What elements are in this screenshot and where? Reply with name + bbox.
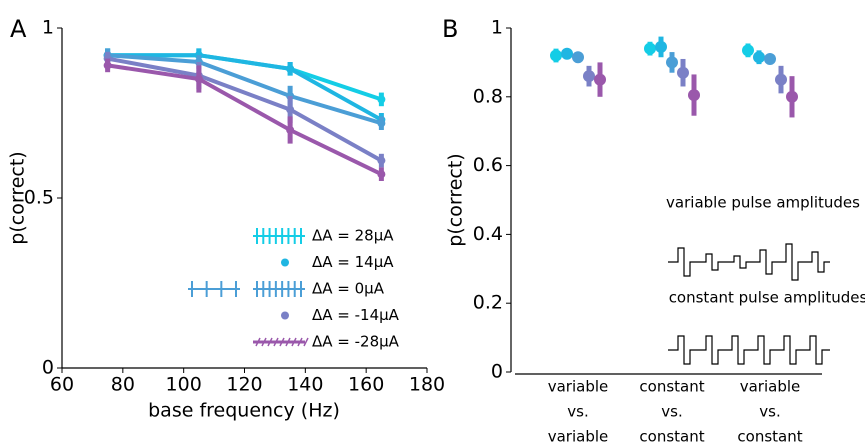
y-tick-label: 0.4 — [473, 223, 503, 245]
point — [666, 56, 678, 69]
point — [286, 64, 295, 73]
x-tick-label: constant — [639, 428, 704, 446]
point — [753, 51, 765, 64]
y-tick-label: 0.5 — [24, 187, 54, 209]
legend-icon — [261, 337, 267, 347]
x-tick-label: 80 — [111, 374, 135, 396]
point — [561, 47, 573, 60]
waveform — [668, 335, 830, 365]
point — [742, 44, 754, 57]
x-tick-label: 120 — [226, 374, 262, 396]
y-tick-label: 0.2 — [473, 292, 503, 314]
legend-icon — [303, 337, 309, 347]
legend-label: ΔA = -28μA — [312, 333, 400, 351]
point — [377, 156, 386, 165]
point — [644, 42, 656, 55]
point — [688, 89, 700, 102]
series-line — [107, 53, 382, 126]
x-tick-label: constant — [639, 378, 704, 396]
legend-icon — [279, 337, 285, 347]
legend-label: ΔA = -14μA — [312, 306, 400, 324]
point — [194, 75, 203, 83]
point — [572, 51, 584, 64]
legend-label: ΔA = 14μA — [312, 253, 394, 271]
y-tick-label: 0.6 — [473, 154, 503, 176]
legend-icon — [291, 337, 297, 347]
annotation: constant pulse amplitudes — [669, 289, 865, 307]
legend-icon — [255, 337, 261, 347]
point — [286, 126, 295, 134]
y-tick-label: 0 — [491, 361, 503, 383]
y-tick-label: 0 — [42, 357, 54, 379]
x-tick-label: vs. — [759, 403, 780, 421]
x-tick-label: 100 — [166, 374, 202, 396]
point — [594, 73, 606, 86]
point — [677, 66, 689, 79]
legend-icon — [267, 337, 273, 347]
legend-icon — [285, 337, 291, 347]
x-axis-label: base frequency (Hz) — [148, 400, 340, 422]
x-tick-label: variable — [740, 378, 801, 396]
legend-icon — [273, 337, 279, 347]
x-tick-label: 180 — [409, 374, 445, 396]
series-line — [107, 56, 383, 163]
y-tick-label: 1 — [42, 17, 54, 39]
panel-label: B — [442, 15, 458, 43]
point — [377, 170, 386, 179]
x-tick-label: 160 — [348, 374, 384, 396]
x-tick-label: vs. — [567, 403, 588, 421]
x-tick-label: variable — [548, 378, 609, 396]
legend-label: ΔA = 0μA — [312, 280, 385, 298]
y-axis-label: p(correct) — [445, 153, 467, 246]
point — [655, 40, 667, 53]
x-tick-label: constant — [737, 428, 802, 446]
point — [286, 105, 295, 114]
point — [764, 52, 776, 65]
series-line — [107, 63, 383, 176]
point — [377, 95, 386, 104]
point — [786, 90, 798, 103]
series-line — [107, 53, 383, 122]
point — [583, 70, 595, 83]
legend-icon — [297, 337, 303, 347]
point — [775, 73, 787, 86]
annotation: variable pulse amplitudes — [666, 194, 860, 212]
legend-icon — [281, 311, 289, 320]
y-axis-label: p(correct) — [7, 151, 29, 244]
point — [103, 61, 112, 70]
point — [377, 119, 386, 128]
waveform — [668, 243, 830, 281]
y-tick-label: 0.8 — [473, 85, 503, 107]
legend-label: ΔA = 28μA — [312, 227, 394, 245]
panel-label: A — [10, 15, 27, 43]
y-tick-label: 1 — [491, 17, 503, 39]
x-tick-label: variable — [548, 428, 609, 446]
x-tick-label: 60 — [50, 374, 74, 396]
point — [550, 49, 562, 62]
x-tick-label: 140 — [287, 374, 323, 396]
legend-icon — [281, 258, 289, 267]
x-tick-label: vs. — [661, 403, 682, 421]
